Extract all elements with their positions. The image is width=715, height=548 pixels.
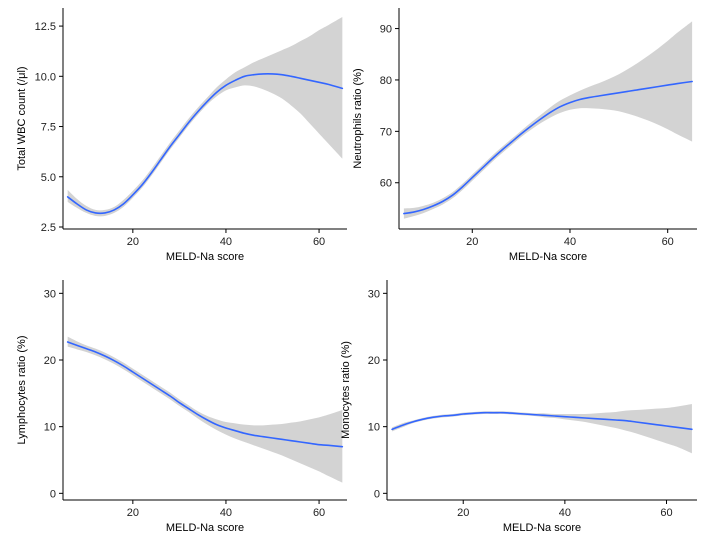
neutrophils-y-axis-title: Neutrophils ratio (%) bbox=[352, 68, 364, 168]
total-wbc-x-tick-label: 40 bbox=[220, 236, 232, 248]
total-wbc-y-tick-label: 12.5 bbox=[35, 21, 56, 33]
neutrophils-confidence-band bbox=[403, 21, 693, 219]
monocytes-y-axis-title: Monocytes ratio (%) bbox=[340, 341, 352, 439]
lymphocytes-x-tick-label: 60 bbox=[313, 507, 325, 519]
lymphocytes-fit-line bbox=[66, 341, 344, 448]
lymphocytes-x-tick-label: 20 bbox=[127, 507, 139, 519]
total-wbc-y-tick-label: 7.5 bbox=[41, 122, 56, 134]
lymphocytes-y-axis-title: Lymphocytes ratio (%) bbox=[16, 335, 28, 444]
monocytes-y-tick-label: 0 bbox=[374, 488, 380, 500]
lymphocytes-y-tick-label: 20 bbox=[44, 355, 56, 367]
monocytes-confidence-band bbox=[392, 404, 692, 454]
total-wbc-y-axis-title: Total WBC count (/μl) bbox=[16, 66, 28, 170]
lymphocytes-confidence-band bbox=[67, 336, 343, 483]
neutrophils-x-axis-title: MELD-Na score bbox=[509, 251, 587, 263]
total-wbc-x-axis-title: MELD-Na score bbox=[166, 251, 244, 263]
monocytes-y-tick-label: 10 bbox=[368, 422, 380, 434]
panel-lymphocytes: 20 40 60 0 10 20 30 MELD-Na score Lymphocytes ra… bbox=[16, 280, 347, 534]
lymphocytes-x-tick-label: 40 bbox=[220, 507, 232, 519]
total-wbc-y-tick-label: 2.5 bbox=[41, 222, 56, 234]
total-wbc-x-tick-label: 20 bbox=[127, 236, 139, 248]
total-wbc-fit-line bbox=[66, 72, 344, 215]
monocytes-fit-line bbox=[391, 411, 693, 431]
monocytes-y-tick-label: 20 bbox=[368, 355, 380, 367]
neutrophils-y-tick-label: 60 bbox=[380, 178, 392, 190]
lymphocytes-y-tick-label: 0 bbox=[50, 488, 56, 500]
panel-monocytes: 20 40 60 0 10 20 30 MELD-Na score Monocytes rati… bbox=[340, 280, 697, 534]
neutrophils-y-tick-label: 90 bbox=[380, 24, 392, 36]
neutrophils-x-tick-label: 60 bbox=[662, 236, 674, 248]
lymphocytes-y-tick-label: 10 bbox=[44, 422, 56, 434]
monocytes-y-tick-label: 30 bbox=[368, 288, 380, 300]
monocytes-x-tick-label: 60 bbox=[660, 507, 672, 519]
neutrophils-y-tick-label: 70 bbox=[380, 126, 392, 138]
total-wbc-y-tick-label: 5.0 bbox=[41, 172, 56, 184]
lymphocytes-y-tick-label: 30 bbox=[44, 288, 56, 300]
neutrophils-x-tick-label: 40 bbox=[564, 236, 576, 248]
total-wbc-y-tick-label: 10.0 bbox=[35, 71, 56, 83]
neutrophils-y-tick-label: 80 bbox=[380, 75, 392, 87]
total-wbc-x-tick-label: 60 bbox=[313, 236, 325, 248]
panel-total-wbc: 20 40 60 2.5 5.0 7.5 10.0 12.5 MELD-Na score Tota… bbox=[16, 8, 347, 263]
neutrophils-x-tick-label: 20 bbox=[466, 236, 478, 248]
lymphocytes-x-axis-title: MELD-Na score bbox=[166, 522, 244, 534]
monocytes-x-tick-label: 20 bbox=[457, 507, 469, 519]
monocytes-x-axis-title: MELD-Na score bbox=[503, 522, 581, 534]
neutrophils-fit-line bbox=[403, 80, 693, 215]
monocytes-x-tick-label: 40 bbox=[559, 507, 571, 519]
total-wbc-confidence-band bbox=[67, 17, 343, 217]
panel-neutrophils: 20 40 60 60 70 80 90 MELD-Na score Neutrophils r… bbox=[352, 8, 697, 263]
